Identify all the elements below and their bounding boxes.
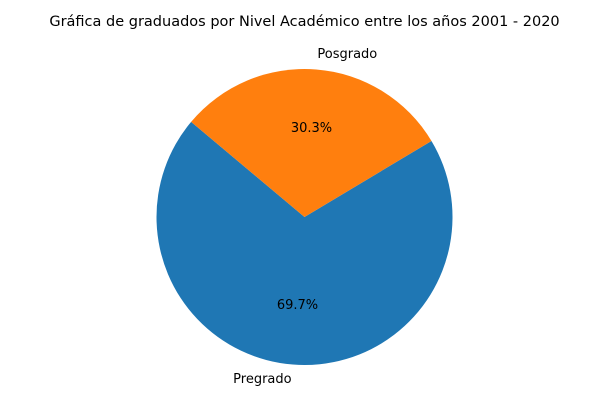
pie-labels: Pregrado 69.7% Posgrado 30.3%: [233, 47, 377, 387]
pie-slice-pregrado: [156, 121, 453, 366]
slice-percent-pregrado: 69.7%: [277, 298, 318, 313]
pie-slice-posgrado: [191, 69, 432, 217]
chart-title: Gráfica de graduados por Nivel Académico…: [49, 14, 559, 30]
slice-percent-posgrado: 30.3%: [291, 121, 332, 136]
slice-label-pregrado: Pregrado: [233, 372, 291, 387]
slice-label-posgrado: Posgrado: [317, 47, 377, 62]
pie-slices: [156, 69, 453, 366]
